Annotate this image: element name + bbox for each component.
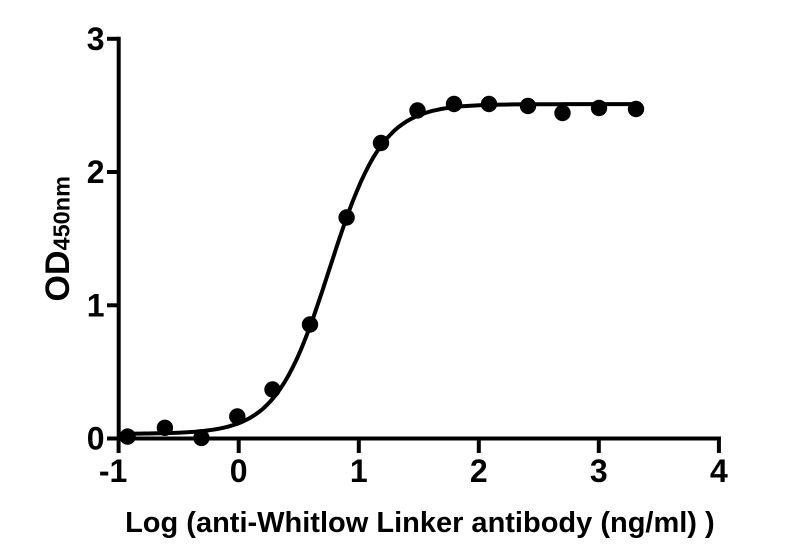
svg-text:4: 4 bbox=[710, 453, 728, 489]
svg-text:-1: -1 bbox=[99, 453, 127, 489]
svg-text:Log (anti-Whitlow Linker antib: Log (anti-Whitlow Linker antibody (ng/ml… bbox=[125, 507, 715, 539]
svg-text:1: 1 bbox=[350, 453, 368, 489]
svg-text:2: 2 bbox=[87, 154, 105, 190]
svg-text:3: 3 bbox=[590, 453, 608, 489]
svg-text:3: 3 bbox=[87, 21, 105, 57]
svg-text:0: 0 bbox=[87, 421, 105, 457]
svg-text:2: 2 bbox=[470, 453, 488, 489]
svg-text:1: 1 bbox=[87, 287, 105, 323]
svg-text:0: 0 bbox=[230, 453, 248, 489]
